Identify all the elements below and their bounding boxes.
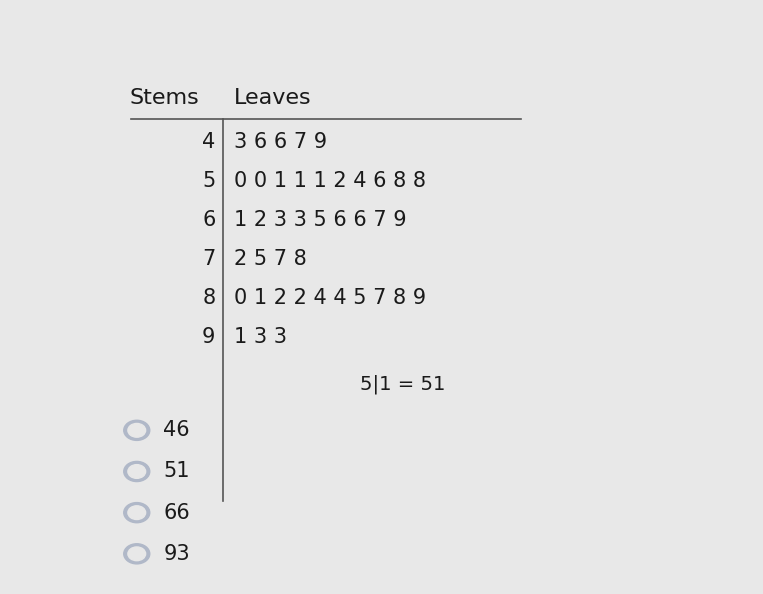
Text: 1 3 3: 1 3 3 xyxy=(234,327,288,346)
Text: 0 1 2 2 4 4 5 7 8 9: 0 1 2 2 4 4 5 7 8 9 xyxy=(234,287,427,308)
Text: 2 5 7 8: 2 5 7 8 xyxy=(234,249,307,269)
Text: 7: 7 xyxy=(202,249,215,269)
Text: 8: 8 xyxy=(202,287,215,308)
Circle shape xyxy=(128,547,146,561)
Text: 51: 51 xyxy=(163,462,190,482)
Circle shape xyxy=(128,506,146,520)
Text: 6: 6 xyxy=(202,210,215,230)
Text: 93: 93 xyxy=(163,544,190,564)
Text: 66: 66 xyxy=(163,503,190,523)
Text: 9: 9 xyxy=(202,327,215,346)
Text: 5|1 = 51: 5|1 = 51 xyxy=(360,375,446,394)
Text: Leaves: Leaves xyxy=(234,88,312,108)
Circle shape xyxy=(124,462,150,482)
Text: 5: 5 xyxy=(202,171,215,191)
Text: Stems: Stems xyxy=(129,88,199,108)
Circle shape xyxy=(124,544,150,564)
Circle shape xyxy=(124,503,150,523)
Circle shape xyxy=(128,424,146,437)
Text: 46: 46 xyxy=(163,421,190,440)
Circle shape xyxy=(124,421,150,440)
Text: 0 0 1 1 1 2 4 6 8 8: 0 0 1 1 1 2 4 6 8 8 xyxy=(234,171,427,191)
Text: 4: 4 xyxy=(202,132,215,152)
Text: 3 6 6 7 9: 3 6 6 7 9 xyxy=(234,132,327,152)
Circle shape xyxy=(128,465,146,478)
Text: 1 2 3 3 5 6 6 7 9: 1 2 3 3 5 6 6 7 9 xyxy=(234,210,407,230)
